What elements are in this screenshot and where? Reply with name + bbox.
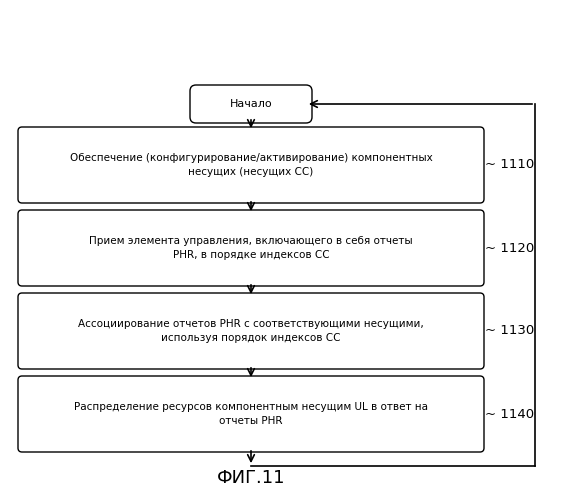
FancyBboxPatch shape	[18, 127, 484, 203]
Text: Прием элемента управления, включающего в себя отчеты
PHR, в порядке индексов СС: Прием элемента управления, включающего в…	[89, 236, 413, 260]
Text: ~ 1140: ~ 1140	[485, 408, 534, 420]
Text: ~ 1130: ~ 1130	[485, 324, 534, 338]
Text: Начало: Начало	[229, 99, 272, 109]
Text: ФИГ.11: ФИГ.11	[217, 469, 285, 487]
Text: ~ 1120: ~ 1120	[485, 242, 534, 254]
Text: Обеспечение (конфигурирование/активирование) компонентных
несущих (несущих СС): Обеспечение (конфигурирование/активирова…	[70, 154, 433, 176]
FancyBboxPatch shape	[190, 85, 312, 123]
FancyBboxPatch shape	[18, 376, 484, 452]
Text: Ассоциирование отчетов PHR с соответствующими несущими,
используя порядок индекс: Ассоциирование отчетов PHR с соответству…	[78, 320, 424, 342]
Text: Распределение ресурсов компонентным несущим UL в ответ на
отчеты PHR: Распределение ресурсов компонентным несу…	[74, 402, 428, 425]
FancyBboxPatch shape	[18, 293, 484, 369]
FancyBboxPatch shape	[18, 210, 484, 286]
Text: ~ 1110: ~ 1110	[485, 158, 534, 172]
